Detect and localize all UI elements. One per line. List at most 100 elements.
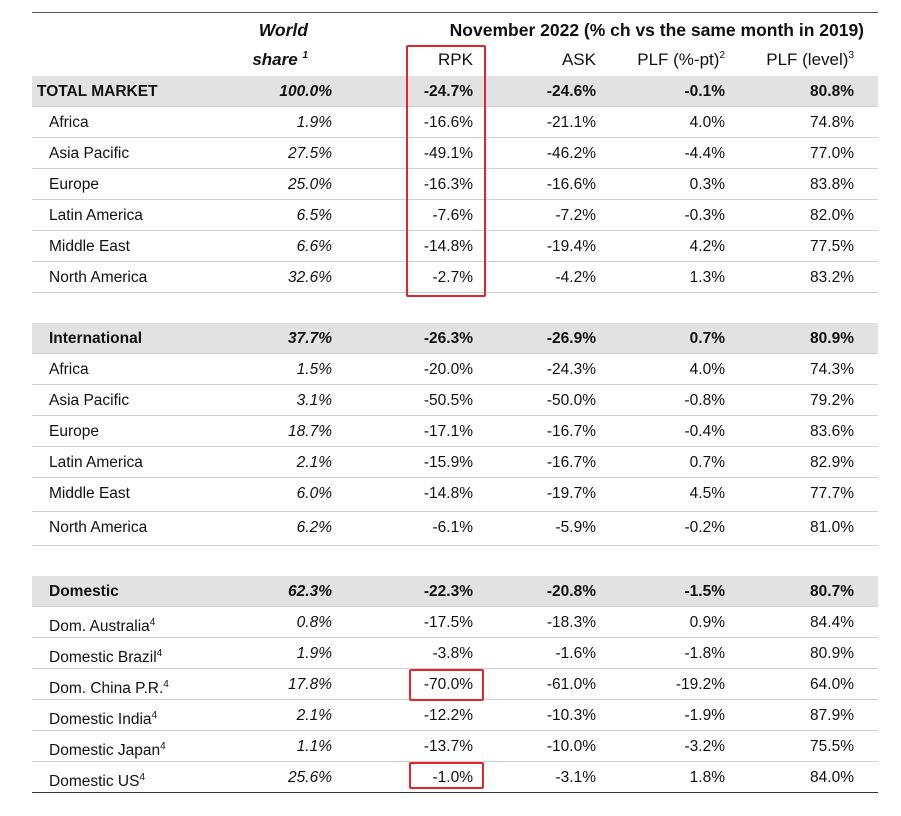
cell-rpk: -12.2% <box>423 707 473 724</box>
cell-plf-pt: -0.3% <box>684 207 726 224</box>
col-header-plf-pt: PLF (%-pt)2 <box>637 50 725 80</box>
row-label: Asia Pacific <box>49 385 129 416</box>
row-label: North America <box>49 512 147 543</box>
table-row: Latin America 2.1% -15.9% -16.7% 0.7% 82.9% <box>32 447 878 478</box>
cell-ask: -4.2% <box>555 269 597 286</box>
table-row: Domestic US4 25.6% -1.0% -3.1% 1.8% 84.0% <box>32 762 878 793</box>
table-row: Asia Pacific 3.1% -50.5% -50.0% -0.8% 79.2% <box>32 385 878 416</box>
world-share-footnote: 1 <box>302 50 308 62</box>
cell-rpk: -70.0% <box>423 676 473 693</box>
cell-plf-pt: 0.7% <box>689 454 725 471</box>
cell-share: 25.6% <box>288 769 332 786</box>
cell-plf-level: 74.3% <box>810 361 854 378</box>
row-label-text: North America <box>49 519 148 536</box>
table-row: Europe 18.7% -17.1% -16.7% -0.4% 83.6% <box>32 416 878 447</box>
row-label-text: Asia Pacific <box>49 145 130 162</box>
cell-ask: -7.2% <box>555 207 597 224</box>
cell-ask: -16.7% <box>546 454 596 471</box>
table-row: Middle East 6.0% -14.8% -19.7% 4.5% 77.7% <box>32 478 878 512</box>
table-row: Domestic India4 2.1% -12.2% -10.3% -1.9% 87.9… <box>32 700 878 731</box>
cell-plf-pt: 4.2% <box>689 238 725 255</box>
cell-share: 6.2% <box>296 519 332 536</box>
cell-plf-level: 75.5% <box>810 738 854 755</box>
cell-rpk: -15.9% <box>423 454 473 471</box>
cell-plf-pt: 4.0% <box>689 361 725 378</box>
cell-ask: -5.9% <box>555 519 597 536</box>
cell-rpk: -24.7% <box>423 83 473 100</box>
cell-ask: -24.3% <box>546 361 596 378</box>
cell-rpk: -20.0% <box>423 361 473 378</box>
row-label: TOTAL MARKET <box>37 76 158 107</box>
cell-share: 1.5% <box>296 361 332 378</box>
cell-ask: -18.3% <box>546 614 596 631</box>
row-label-footnote: 4 <box>149 617 156 628</box>
col-header-plf-level: PLF (level)3 <box>766 50 854 80</box>
row-label: Europe <box>49 416 99 447</box>
row-label-footnote: 4 <box>139 772 145 783</box>
row-label-text: International <box>49 330 143 347</box>
section-spacer <box>32 546 878 576</box>
cell-ask: -16.6% <box>546 176 596 193</box>
cell-rpk: -49.1% <box>423 145 473 162</box>
cell-share: 6.5% <box>296 207 332 224</box>
cell-plf-pt: 1.8% <box>689 769 725 786</box>
cell-ask: -46.2% <box>546 145 596 162</box>
cell-ask: -3.1% <box>555 769 597 786</box>
cell-plf-pt: -0.2% <box>684 519 726 536</box>
row-label: Europe <box>49 169 99 200</box>
rpk-us-highlight-box <box>409 762 484 789</box>
row-label: Middle East <box>49 478 130 509</box>
cell-plf-level: 80.7% <box>810 583 854 600</box>
row-label-text: Domestic Brazil <box>49 649 157 667</box>
row-label: Domestic India4 <box>49 700 157 735</box>
cell-plf-pt: -1.9% <box>684 707 726 724</box>
row-label-footnote: 4 <box>163 679 169 690</box>
row-label-text: Africa <box>49 361 89 378</box>
row-label-text: Latin America <box>49 207 143 224</box>
cell-ask: -1.6% <box>555 645 597 662</box>
cell-share: 1.1% <box>296 738 332 755</box>
col-header-plf-pt-text: PLF (%-pt) <box>637 50 720 69</box>
cell-share: 1.9% <box>296 645 332 662</box>
cell-plf-level: 81.0% <box>810 519 854 536</box>
cell-plf-pt: -1.5% <box>684 583 726 600</box>
row-label: Asia Pacific <box>49 138 129 169</box>
row-label: Latin America <box>49 200 143 231</box>
row-label-text: Domestic Japan <box>49 742 161 760</box>
cell-share: 6.6% <box>296 238 332 255</box>
cell-plf-level: 84.4% <box>810 614 854 631</box>
row-label: Domestic Japan4 <box>49 731 166 766</box>
cell-plf-level: 83.8% <box>810 176 854 193</box>
row-label: Dom. China P.R.4 <box>49 669 169 704</box>
cell-plf-level: 83.2% <box>810 269 854 286</box>
cell-ask: -19.7% <box>546 485 596 502</box>
col-header-rpk: RPK <box>438 50 473 69</box>
cell-plf-level: 82.9% <box>810 454 854 471</box>
rpk-total-market-highlight-box <box>406 45 486 297</box>
table-row: Domestic Japan4 1.1% -13.7% -10.0% -3.2% 75.5… <box>32 731 878 762</box>
row-label: Middle East <box>49 231 130 262</box>
cell-plf-level: 77.7% <box>810 485 854 502</box>
table-body: TOTAL MARKET 100.0% -24.7% -24.6% -0.1% 80.8%… <box>32 76 878 793</box>
cell-rpk: -16.6% <box>423 114 473 131</box>
table-row-header-total: TOTAL MARKET 100.0% -24.7% -24.6% -0.1% 80.8% <box>32 76 878 107</box>
cell-plf-pt: 4.5% <box>689 485 725 502</box>
table-row: Latin America 6.5% -7.6% -7.2% -0.3% 82.0% <box>32 200 878 231</box>
row-label: International <box>49 323 142 354</box>
cell-plf-pt: -3.2% <box>684 738 726 755</box>
table-row-header-domestic: Domestic 62.3% -22.3% -20.8% -1.5% 80.7% <box>32 576 878 607</box>
row-label-text: Domestic India <box>49 711 152 729</box>
cell-share: 6.0% <box>296 485 332 502</box>
cell-rpk: -6.1% <box>432 519 474 536</box>
table-row: Asia Pacific 27.5% -49.1% -46.2% -4.4% 77.0% <box>32 138 878 169</box>
cell-plf-level: 80.9% <box>810 645 854 662</box>
cell-plf-level: 64.0% <box>810 676 854 693</box>
row-label-text: Asia Pacific <box>49 392 130 409</box>
row-label-text: Domestic <box>49 583 119 600</box>
row-label: Africa <box>49 107 89 138</box>
cell-share: 3.1% <box>296 392 332 409</box>
cell-plf-level: 77.0% <box>810 145 854 162</box>
cell-rpk: -7.6% <box>432 207 474 224</box>
cell-ask: -21.1% <box>546 114 596 131</box>
cell-plf-pt: -4.4% <box>684 145 726 162</box>
